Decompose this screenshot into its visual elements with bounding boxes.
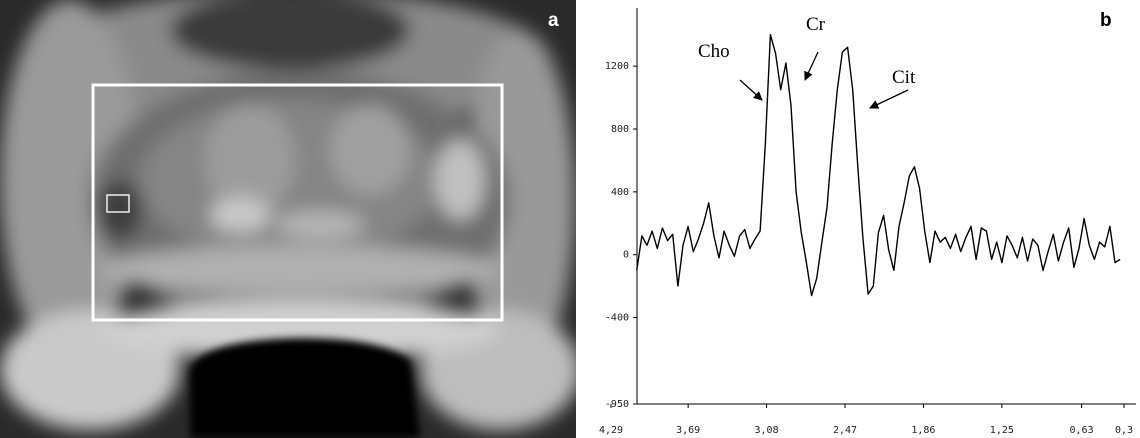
x-tick-label: 0,63	[1070, 425, 1094, 436]
x-tick-label: 1,25	[990, 425, 1014, 436]
voi-box	[91, 83, 504, 322]
annotation: Cr	[806, 14, 826, 35]
x-tick-label: 3,08	[755, 425, 779, 436]
x-tick-label: 1,86	[911, 425, 935, 436]
panel-label: a	[548, 10, 559, 31]
voxel-box	[106, 194, 130, 213]
panel-label: b	[1100, 10, 1112, 31]
y-tick-label: 1200	[605, 61, 629, 72]
annotation: Cit	[892, 67, 916, 88]
arrow	[739, 79, 763, 101]
arrow	[804, 51, 819, 81]
y-tick-label: 400	[611, 187, 629, 198]
spectrum-line	[636, 34, 1121, 297]
annotation: Cho	[698, 41, 730, 62]
y-tick-label: -400	[605, 313, 629, 324]
arrow	[869, 89, 909, 109]
y-tick-label: 800	[611, 124, 629, 135]
x-tick-label: 4,29	[599, 425, 623, 436]
x-tick-label: 2,47	[833, 425, 857, 436]
mri-image: a	[0, 0, 576, 438]
x-tick-label: 3,69	[676, 425, 700, 436]
y-tick-label: 0	[623, 250, 629, 261]
x-tick-label: 0,3	[1115, 425, 1133, 436]
y-tick-label: -950	[605, 399, 629, 410]
